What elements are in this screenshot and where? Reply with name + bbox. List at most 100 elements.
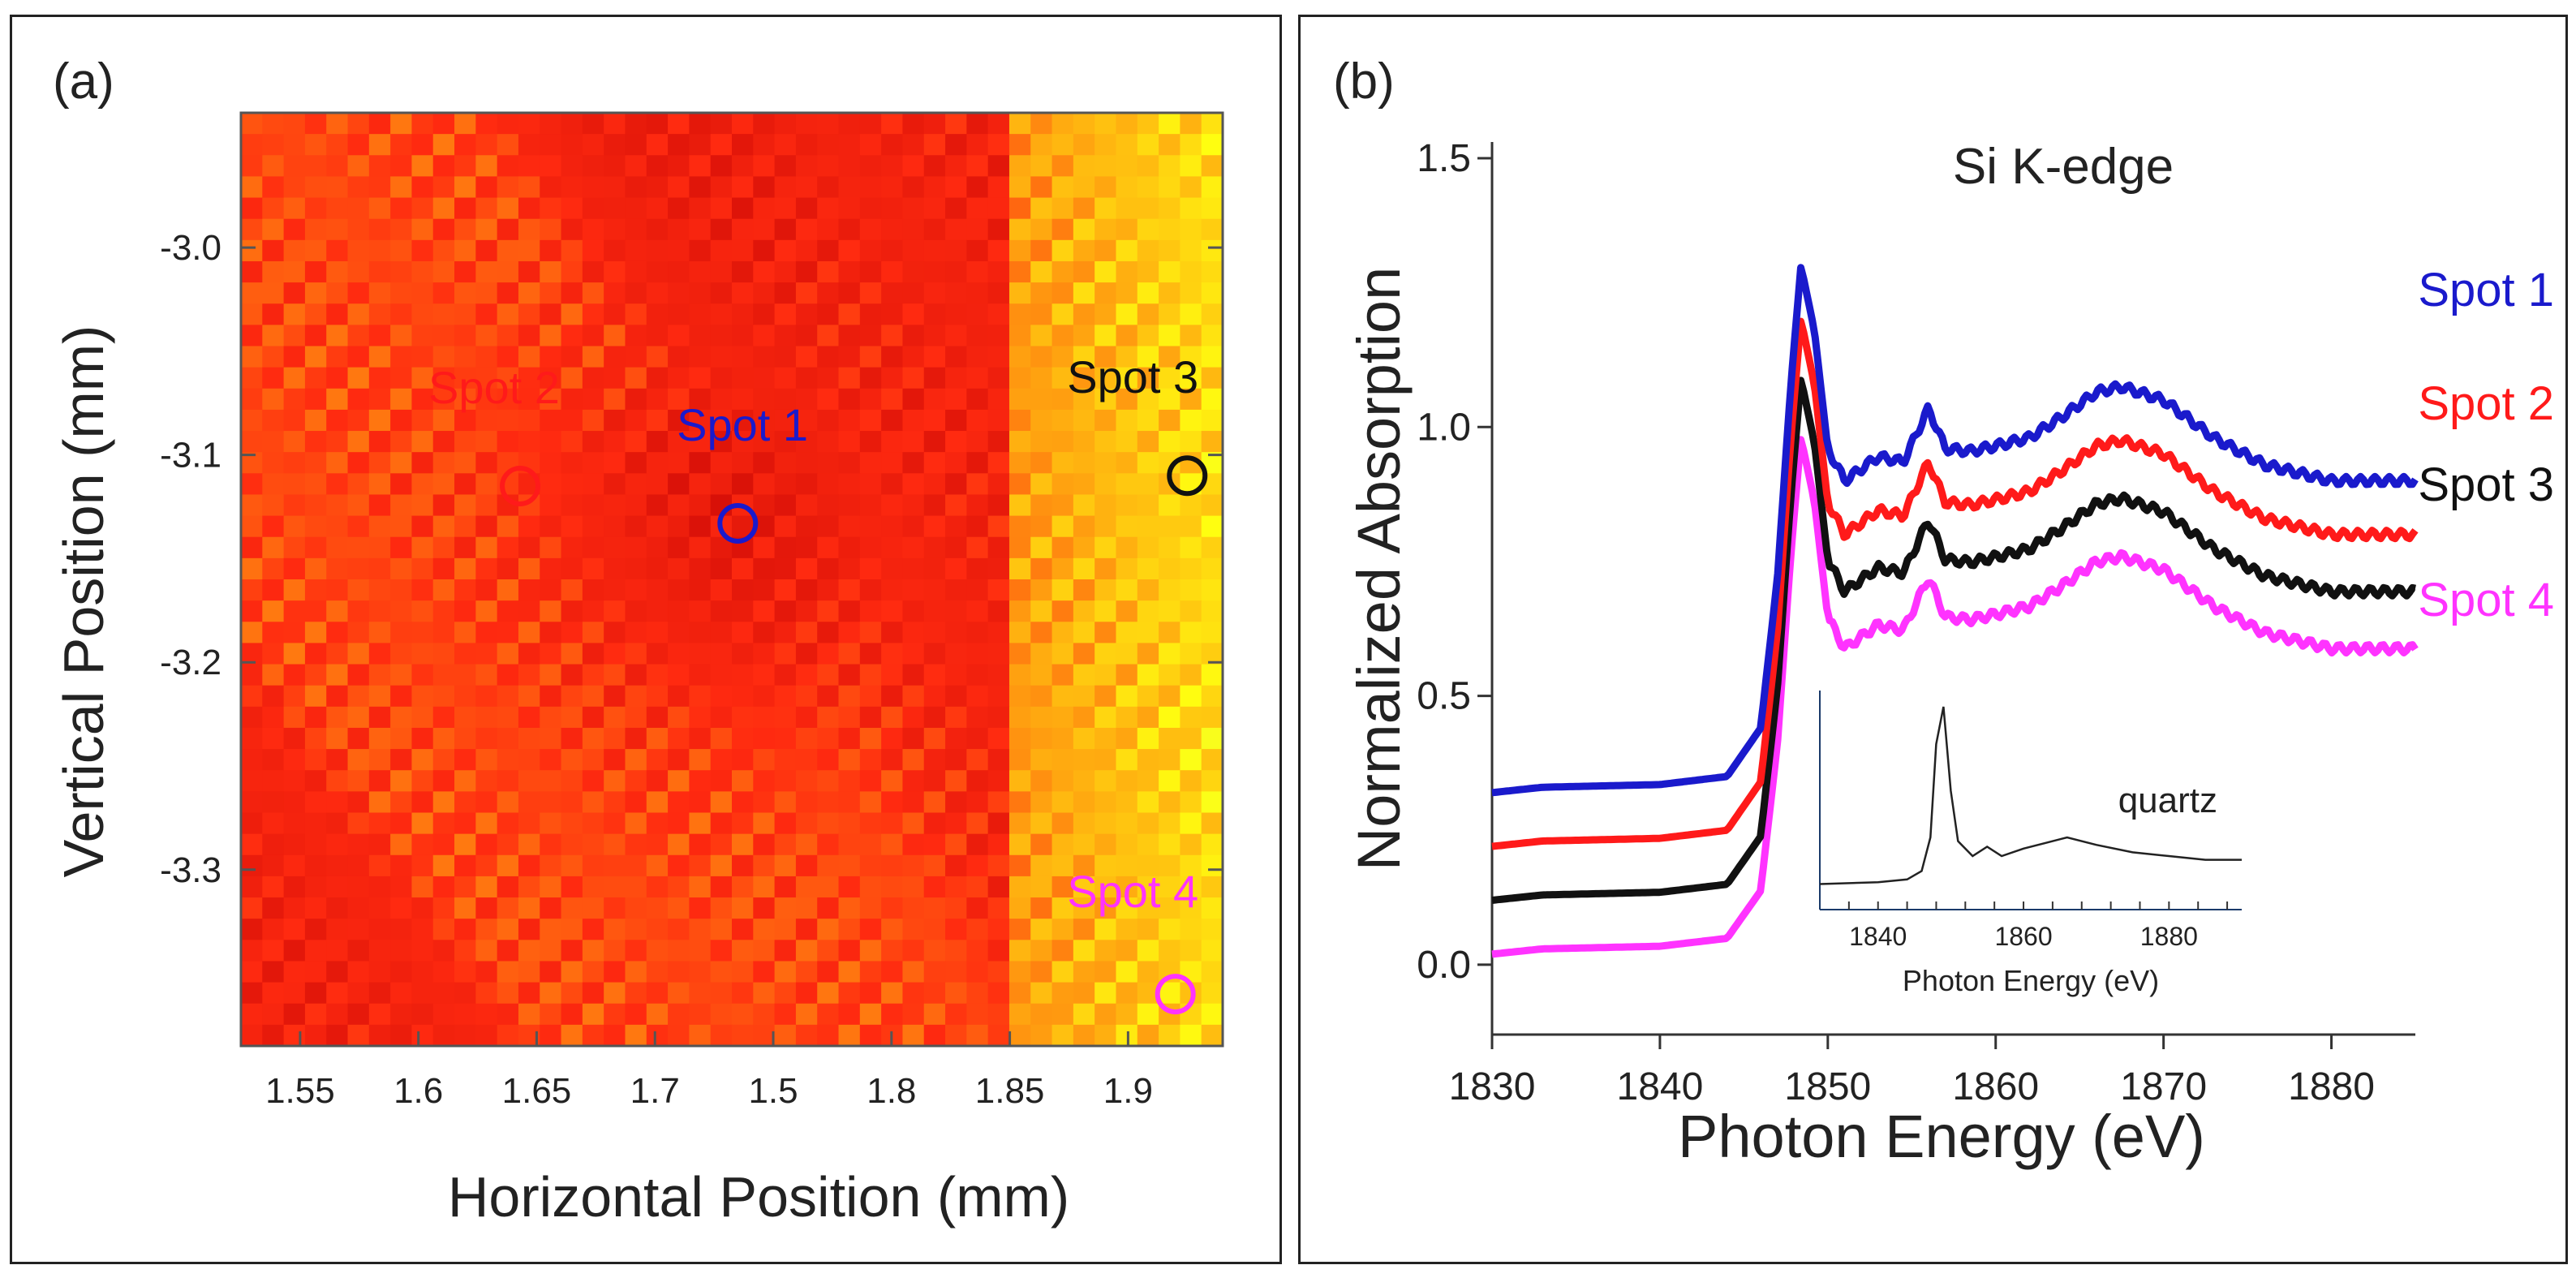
heatmap-cell — [1073, 685, 1095, 708]
heatmap-cell — [732, 176, 754, 199]
heatmap-cell — [966, 706, 989, 729]
heatmap-cell — [710, 176, 733, 199]
heatmap-cell — [945, 536, 967, 559]
heatmap-cell — [1137, 409, 1159, 432]
heatmap-cell — [540, 643, 562, 665]
heatmap-cell — [881, 854, 904, 877]
heatmap-cell — [454, 557, 476, 580]
heatmap-cell — [497, 536, 519, 559]
heatmap-cell — [582, 536, 604, 559]
heatmap-cell — [518, 876, 540, 898]
heatmap-cell — [923, 940, 946, 962]
heatmap-cell — [1201, 833, 1223, 856]
heatmap-cell — [1201, 494, 1223, 517]
heatmap-cell — [774, 452, 797, 474]
heatmap-cell — [1159, 1024, 1180, 1047]
heatmap-cell — [668, 643, 690, 665]
heatmap-cells — [241, 113, 1223, 1047]
heatmap-cell — [817, 876, 840, 898]
heatmap-cell — [582, 176, 604, 199]
heatmap-cell — [625, 134, 647, 156]
heatmap-cell — [241, 536, 263, 559]
heatmap-cell — [710, 897, 733, 919]
heatmap-cell — [923, 197, 946, 220]
heatmap-cell — [604, 134, 626, 156]
heatmap-cell — [262, 388, 285, 411]
heatmap-cell — [1116, 155, 1138, 178]
heatmap-cell — [390, 685, 413, 708]
heatmap-cell — [646, 622, 669, 644]
heatmap-cell — [262, 1003, 285, 1026]
heatmap-cell — [262, 409, 285, 432]
heatmap-cell — [561, 706, 583, 729]
heatmap-cell — [881, 833, 904, 856]
heatmap-cell — [945, 557, 967, 580]
heatmap-cell — [902, 176, 925, 199]
heatmap-cell — [1159, 791, 1180, 814]
heatmap-cell — [902, 854, 925, 877]
heatmap-cell — [1051, 218, 1074, 241]
heatmap-cell — [411, 367, 434, 389]
heatmap-cell — [838, 919, 861, 940]
heatmap-cell — [1094, 557, 1117, 580]
heatmap-cell — [710, 1024, 733, 1047]
y-tick-label: -3.2 — [160, 643, 221, 682]
heatmap-cell — [774, 961, 797, 983]
heatmap-cell — [454, 239, 476, 262]
heatmap-cell — [1030, 134, 1053, 156]
heatmap-cell — [604, 494, 626, 517]
heatmap-cell — [945, 473, 967, 496]
heatmap-cell — [390, 473, 413, 496]
heatmap-cell — [1201, 876, 1223, 898]
heatmap-cell — [368, 260, 391, 283]
heatmap-cell — [475, 367, 498, 389]
heatmap-cell — [262, 473, 285, 496]
heatmap-cell — [561, 961, 583, 983]
heatmap-cell — [668, 876, 690, 898]
heatmap-cell — [561, 982, 583, 1005]
heatmap-cell — [710, 706, 733, 729]
heatmap-cell — [540, 367, 562, 389]
heatmap-cell — [732, 854, 754, 877]
heatmap-cell — [1116, 197, 1138, 220]
heatmap-cell — [241, 494, 263, 517]
heatmap-cell — [966, 218, 989, 241]
heatmap-cell — [1116, 1003, 1138, 1026]
heatmap-cell — [1030, 664, 1053, 686]
heatmap-cell — [304, 685, 327, 708]
heatmap-cell — [454, 876, 476, 898]
heatmap-cell — [454, 1003, 476, 1026]
heatmap-chart: (a) 1.55 1.6 1.65 1.7 1.5 1.8 1.85 1.9 -3.0-3.1… — [52, 54, 1224, 1229]
heatmap-cell — [646, 812, 669, 835]
heatmap-cell — [987, 791, 1010, 814]
heatmap-cell — [518, 940, 540, 962]
heatmap-cell — [1137, 176, 1159, 199]
heatmap-cell — [411, 982, 434, 1005]
heatmap-cell — [262, 197, 285, 220]
heatmap-cell — [1051, 197, 1074, 220]
heatmap-cell — [283, 494, 306, 517]
heatmap-cell — [1051, 282, 1074, 304]
heatmap-cell — [1180, 494, 1202, 517]
x-tick-label: 1.5 — [748, 1071, 798, 1111]
heatmap-cell — [732, 876, 754, 898]
heatmap-cell — [710, 409, 733, 432]
heatmap-cell — [283, 664, 306, 686]
heatmap-cell — [625, 770, 647, 792]
heatmap-cell — [732, 919, 754, 940]
heatmap-cell — [1159, 367, 1180, 389]
heatmap-cell — [625, 409, 647, 432]
heatmap-cell — [1201, 155, 1223, 178]
heatmap-cell — [475, 706, 498, 729]
heatmap-cell — [774, 260, 797, 283]
heatmap-cell — [753, 367, 776, 389]
heatmap-cell — [902, 1024, 925, 1047]
heatmap-cell — [497, 1003, 519, 1026]
heatmap-cell — [432, 303, 455, 325]
heatmap-cell — [1030, 622, 1053, 644]
heatmap-cell — [262, 346, 285, 368]
heatmap-cell — [753, 685, 776, 708]
heatmap-cell — [262, 113, 285, 135]
heatmap-cell — [347, 940, 370, 962]
heatmap-cell — [304, 664, 327, 686]
